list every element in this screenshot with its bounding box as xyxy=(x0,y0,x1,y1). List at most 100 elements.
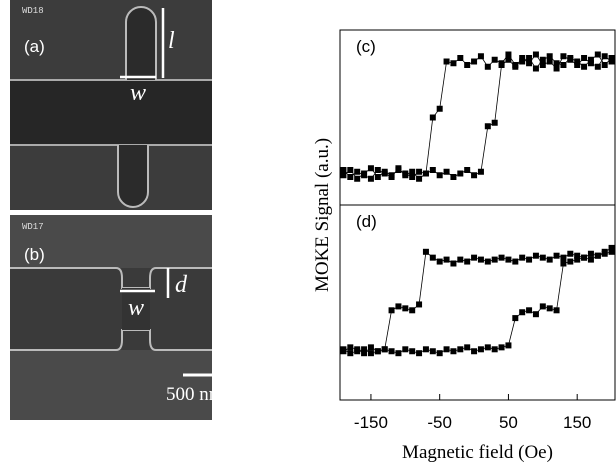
data-point xyxy=(526,60,533,67)
data-point xyxy=(422,170,429,177)
data-point xyxy=(505,342,512,349)
data-point xyxy=(443,256,450,263)
data-point xyxy=(553,60,560,67)
plot-frame xyxy=(339,29,616,206)
data-point xyxy=(347,350,354,357)
dimension-label: w xyxy=(128,295,144,321)
data-point xyxy=(512,63,519,70)
data-point xyxy=(422,346,429,353)
data-point xyxy=(539,56,546,63)
data-point xyxy=(340,167,347,173)
data-point xyxy=(498,254,505,261)
data-point xyxy=(574,256,581,263)
sem-image-b: WD17 (b) w d 500 nm xyxy=(10,215,237,420)
data-point xyxy=(512,315,519,322)
dimension-label: l xyxy=(168,28,175,54)
data-point xyxy=(498,62,505,68)
data-point xyxy=(519,309,526,316)
data-point xyxy=(526,256,533,263)
data-point xyxy=(450,348,457,355)
data-point xyxy=(347,344,354,351)
panel-label: (c) xyxy=(356,37,376,56)
data-point xyxy=(409,307,416,314)
data-point xyxy=(574,58,581,65)
data-point xyxy=(546,305,553,312)
data-point xyxy=(367,350,374,357)
data-point xyxy=(457,55,464,61)
x-axis-label: Magnetic field (Oe) xyxy=(402,442,553,463)
data-point xyxy=(429,348,436,355)
data-point xyxy=(347,167,354,173)
data-point xyxy=(601,53,608,60)
data-point xyxy=(457,346,464,353)
data-point xyxy=(457,170,464,177)
data-point xyxy=(526,307,533,314)
data-point xyxy=(374,174,381,180)
scale-bar-label: 500 nm xyxy=(166,384,224,405)
data-point xyxy=(443,346,450,353)
data-point xyxy=(594,63,601,70)
image-code: WD17 xyxy=(22,222,44,232)
data-point xyxy=(436,172,443,179)
data-point xyxy=(361,172,368,179)
data-point xyxy=(601,250,608,257)
data-point xyxy=(464,62,471,68)
data-point xyxy=(574,62,581,68)
data-point xyxy=(443,58,450,65)
data-point xyxy=(484,258,491,265)
data-point xyxy=(484,123,491,130)
data-point xyxy=(464,167,471,173)
data-point xyxy=(484,63,491,70)
data-point xyxy=(581,55,588,61)
data-point xyxy=(491,346,498,353)
panel-label: (a) xyxy=(24,37,45,56)
data-point xyxy=(477,53,484,60)
data-point xyxy=(402,346,409,353)
data-point xyxy=(416,301,423,308)
data-point xyxy=(436,105,443,112)
data-point xyxy=(354,168,361,175)
data-point xyxy=(505,56,512,63)
data-point xyxy=(416,350,423,357)
data-point xyxy=(560,53,567,60)
data-point xyxy=(581,63,588,70)
loop-line xyxy=(343,247,612,354)
data-point xyxy=(422,248,429,255)
data-point xyxy=(340,172,347,179)
data-point xyxy=(560,260,567,267)
data-point xyxy=(471,172,478,179)
data-point xyxy=(361,350,368,357)
data-point xyxy=(340,346,347,353)
data-point xyxy=(484,344,491,351)
sem-image-a: WD18 (a) l w xyxy=(10,0,212,210)
data-point xyxy=(567,250,574,257)
data-point xyxy=(436,350,443,357)
data-point xyxy=(553,252,560,259)
data-point xyxy=(519,58,526,65)
data-point xyxy=(546,58,553,65)
data-point xyxy=(491,56,498,63)
data-point xyxy=(367,344,374,351)
data-point xyxy=(361,346,368,353)
data-point xyxy=(532,65,539,72)
data-point xyxy=(477,256,484,263)
data-point xyxy=(354,348,361,355)
data-point xyxy=(491,119,498,126)
data-point xyxy=(402,172,409,179)
data-point xyxy=(608,244,615,251)
data-point xyxy=(587,256,594,263)
data-point xyxy=(594,51,601,58)
data-point xyxy=(471,254,478,261)
data-point xyxy=(532,51,539,58)
data-point xyxy=(429,167,436,173)
data-point xyxy=(436,258,443,265)
data-point xyxy=(464,258,471,265)
data-point xyxy=(409,174,416,180)
data-point xyxy=(519,254,526,261)
x-tick-label: 50 xyxy=(499,413,518,432)
data-point xyxy=(567,56,574,63)
data-point xyxy=(374,167,381,173)
dimension-label: w xyxy=(130,80,146,106)
data-point xyxy=(457,256,464,263)
